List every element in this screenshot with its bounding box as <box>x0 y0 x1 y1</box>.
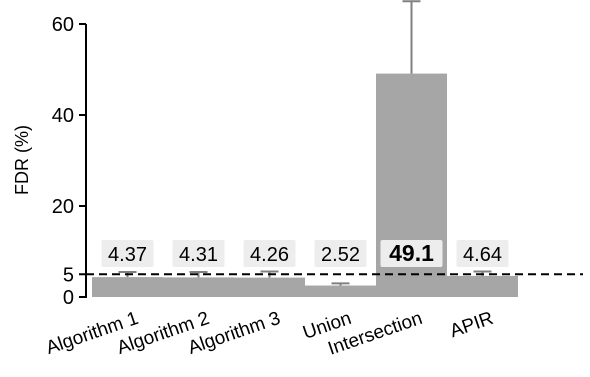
value-label-bg <box>243 240 296 267</box>
value-label-bg <box>172 240 225 267</box>
value-label-bg <box>101 240 154 267</box>
value-label-bg <box>456 240 509 267</box>
bar <box>447 275 518 297</box>
value-label: 4.37 <box>108 244 147 266</box>
y-tick-label: 40 <box>52 105 74 127</box>
bar <box>234 277 305 297</box>
value-label: 4.26 <box>250 244 289 266</box>
value-label: 4.64 <box>463 244 502 266</box>
category-label: APIR <box>447 308 496 342</box>
y-tick-label: 60 <box>52 14 74 36</box>
y-tick-label: 20 <box>52 196 74 218</box>
value-label: 2.52 <box>321 244 360 266</box>
value-label: 4.31 <box>179 244 218 266</box>
value-label: 49.1 <box>389 240 434 266</box>
y-tick-label: 5 <box>63 264 74 286</box>
bars <box>92 73 518 297</box>
bar <box>92 277 163 297</box>
value-label-bg <box>380 240 443 267</box>
bar <box>305 285 376 297</box>
value-labels: 4.37 4.31 4.26 2.52 49.1 4.64 <box>101 240 509 267</box>
bar <box>163 277 234 297</box>
value-label-bg <box>314 240 367 267</box>
y-axis: 05 20 40 60 <box>52 14 87 309</box>
y-axis-title: FDR (%) <box>12 125 32 195</box>
y-tick-label: 0 <box>63 287 74 309</box>
